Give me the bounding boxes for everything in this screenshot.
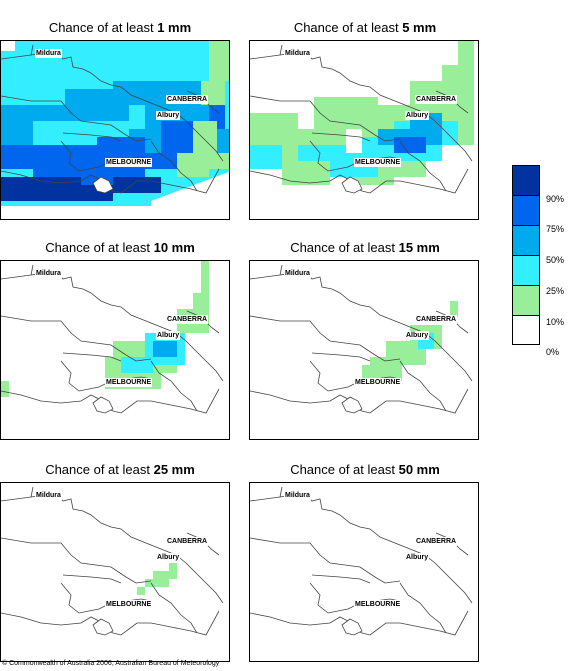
legend-swatch-25: [512, 255, 540, 285]
panel-title-50mm: Chance of at least 50 mm: [245, 462, 485, 477]
place-label-mildura: Mildura: [35, 49, 62, 58]
place-label-melbourne: MELBOURNE: [105, 158, 153, 167]
place-label-canberra: CANBERRA: [415, 315, 458, 324]
place-label-canberra: CANBERRA: [166, 315, 209, 324]
map-50mm-shading: [250, 486, 473, 636]
place-label-melbourne: MELBOURNE: [354, 158, 402, 167]
panel-title-25mm: Chance of at least 25 mm: [0, 462, 240, 477]
place-label-canberra: CANBERRA: [166, 537, 209, 546]
place-label-melbourne: MELBOURNE: [105, 378, 153, 387]
place-label-mildura: Mildura: [284, 491, 311, 500]
place-label-melbourne: MELBOURNE: [105, 600, 153, 609]
place-label-mildura: Mildura: [284, 49, 311, 58]
panel-title-10mm: Chance of at least 10 mm: [0, 240, 240, 255]
place-label-albury: Albury: [156, 553, 181, 562]
map-5mm: Mildura CANBERRA Albury MELBOURNE: [249, 40, 479, 220]
panel-title-5mm: Chance of at least 5 mm: [245, 20, 485, 35]
probability-legend: [512, 165, 542, 345]
place-label-canberra: CANBERRA: [415, 95, 458, 104]
title-prefix: Chance of at least: [293, 20, 403, 35]
legend-label-10: 10%: [546, 317, 565, 327]
title-amount: 15 mm: [398, 240, 440, 255]
title-amount: 50 mm: [398, 462, 440, 477]
map-15mm-shading: [250, 264, 473, 414]
legend-label-90: 90%: [546, 194, 565, 204]
legend-swatch-75: [512, 195, 540, 225]
place-label-albury: Albury: [405, 111, 430, 120]
legend-label-25: 25%: [546, 286, 565, 296]
title-prefix: Chance of at least: [290, 240, 399, 255]
panel-title-1mm: Chance of at least 1 mm: [0, 20, 240, 35]
map-10mm-shading: [1, 261, 224, 414]
map-1mm: Mildura CANBERRA Albury MELBOURNE: [0, 40, 230, 220]
title-amount: 1 mm: [157, 20, 192, 35]
legend-swatch-10: [512, 285, 540, 315]
map-5mm-shading: [250, 41, 474, 194]
place-label-albury: Albury: [405, 553, 430, 562]
legend-swatch-0: [512, 315, 540, 345]
place-label-albury: Albury: [405, 331, 430, 340]
panel-title-15mm: Chance of at least 15 mm: [245, 240, 485, 255]
place-label-melbourne: MELBOURNE: [354, 600, 402, 609]
map-1mm-shading: [1, 41, 229, 219]
legend-swatch-90: [512, 165, 540, 195]
legend-swatch-50: [512, 225, 540, 255]
title-prefix: Chance of at least: [45, 240, 154, 255]
map-50mm: Mildura CANBERRA Albury MELBOURNE: [249, 482, 479, 662]
map-10mm: Mildura CANBERRA Albury MELBOURNE: [0, 260, 230, 440]
title-amount: 5 mm: [402, 20, 437, 35]
map-25mm: Mildura CANBERRA Albury MELBOURNE: [0, 482, 230, 662]
place-label-albury: Albury: [156, 111, 181, 120]
map-15mm: Mildura CANBERRA Albury MELBOURNE: [249, 260, 479, 440]
place-label-melbourne: MELBOURNE: [354, 378, 402, 387]
title-prefix: Chance of at least: [45, 462, 154, 477]
title-prefix: Chance of at least: [48, 20, 158, 35]
legend-label-0: 0%: [546, 347, 560, 357]
legend-label-75: 75%: [546, 224, 565, 234]
place-label-canberra: CANBERRA: [415, 537, 458, 546]
place-label-mildura: Mildura: [35, 491, 62, 500]
map-25mm-shading: [1, 486, 224, 636]
place-label-albury: Albury: [156, 331, 181, 340]
place-label-mildura: Mildura: [35, 269, 62, 278]
title-prefix: Chance of at least: [290, 462, 399, 477]
copyright-credit: © Commonwealth of Australia 2006, Austra…: [2, 660, 220, 667]
place-label-mildura: Mildura: [284, 269, 311, 278]
legend-label-50: 50%: [546, 255, 565, 265]
title-amount: 25 mm: [153, 462, 195, 477]
title-amount: 10 mm: [153, 240, 195, 255]
place-label-canberra: CANBERRA: [166, 95, 209, 104]
